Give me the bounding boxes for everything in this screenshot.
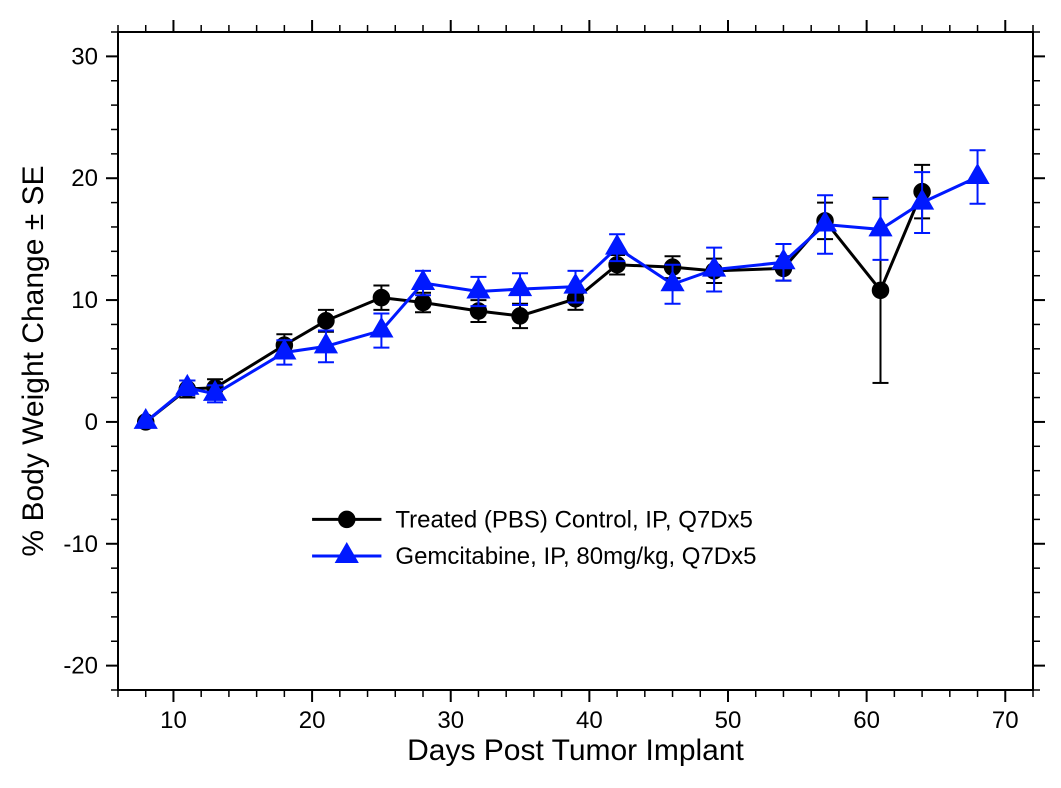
x-tick-label: 40 — [576, 707, 603, 734]
x-tick-label: 10 — [160, 707, 187, 734]
y-tick-label: 30 — [71, 43, 98, 70]
y-tick-label: 20 — [71, 165, 98, 192]
x-tick-label: 20 — [299, 707, 326, 734]
series-gem — [135, 150, 988, 428]
body-weight-change-chart: 10203040506070-20-100102030Days Post Tum… — [0, 0, 1061, 788]
x-tick-label: 70 — [992, 707, 1019, 734]
legend: Treated (PBS) Control, IP, Q7Dx5 Gemcitab… — [312, 506, 756, 570]
x-axis-title: Days Post Tumor Implant — [407, 734, 744, 767]
y-tick-label: 0 — [85, 409, 98, 436]
x-tick-label: 50 — [715, 707, 742, 734]
legend-label: Gemcitabine, IP, 80mg/kg, Q7Dx5 — [395, 543, 756, 570]
x-tick-label: 30 — [437, 707, 464, 734]
series-control — [138, 165, 930, 430]
chart-svg: 10203040506070-20-100102030Days Post Tum… — [0, 0, 1061, 788]
y-axis-title: % Body Weight Change ± SE — [17, 165, 50, 556]
legend-label: Treated (PBS) Control, IP, Q7Dx5 — [395, 506, 752, 533]
y-tick-label: 10 — [71, 287, 98, 314]
x-tick-label: 60 — [853, 707, 880, 734]
y-tick-label: -20 — [63, 653, 98, 680]
y-tick-label: -10 — [63, 531, 98, 558]
